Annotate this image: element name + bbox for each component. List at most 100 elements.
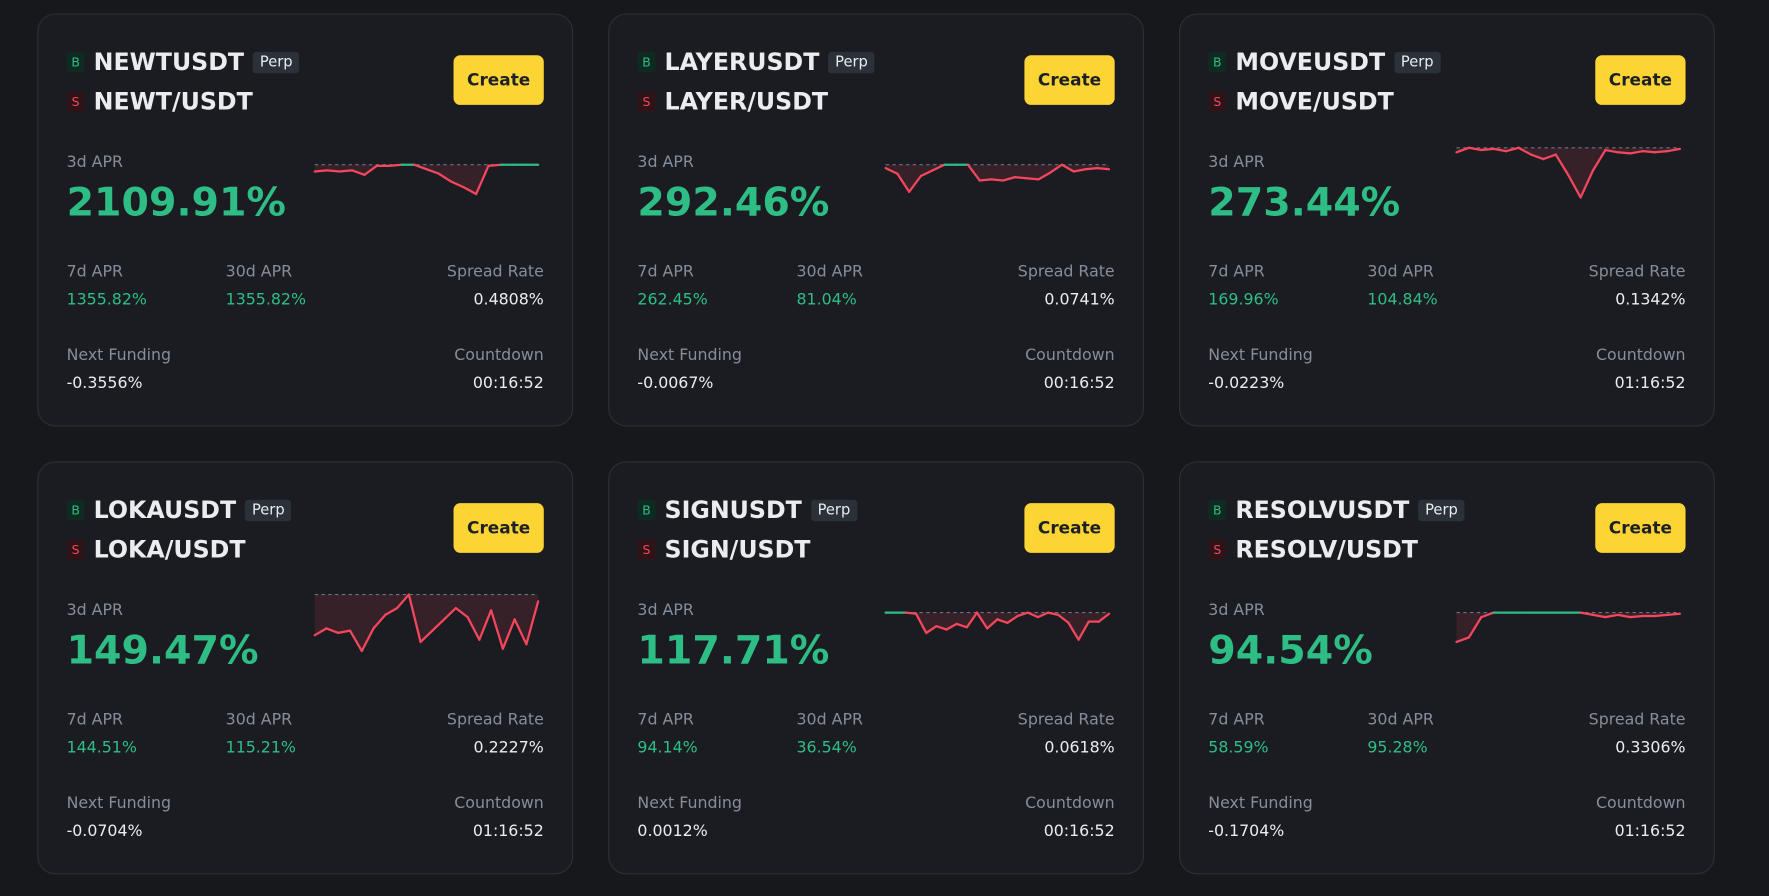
buy-tag: B: [1208, 499, 1227, 521]
sparkline-segment: [489, 609, 505, 650]
sell-tag: S: [66, 539, 85, 560]
buy-tag: B: [637, 51, 656, 73]
next-funding-value: -0.0223%: [1208, 374, 1285, 393]
sparkline-segment: [1046, 611, 1060, 616]
perp-badge: Perp: [245, 499, 292, 521]
apr7d-value: 1355.82%: [66, 291, 147, 310]
sparkline-segment: [996, 618, 1009, 624]
apr30d-label: 30d APR: [796, 262, 863, 281]
sparkline-segment: [1036, 611, 1050, 619]
sparkline-segment: [338, 169, 354, 173]
apr30d-value: 95.28%: [1367, 738, 1428, 758]
next-funding-label: Next Funding: [637, 794, 742, 813]
sparkline-segment: [904, 611, 918, 615]
create-button[interactable]: Create: [1595, 55, 1686, 105]
apr3d-label: 3d APR: [637, 601, 694, 620]
create-button[interactable]: Create: [1595, 503, 1686, 553]
sell-tag: S: [1208, 539, 1227, 560]
create-button[interactable]: Create: [1024, 55, 1115, 105]
spot-symbol: LOKA/USDT: [93, 535, 246, 563]
sparkline-segment: [431, 618, 446, 632]
perp-symbol: LAYERUSDT: [664, 48, 820, 76]
spread-label: Spread Rate: [1017, 710, 1115, 729]
sparkline-segment: [407, 593, 422, 644]
sparkline-segment: [348, 629, 363, 653]
perp-symbol: LOKAUSDT: [93, 496, 237, 524]
sparkline-segment: [1013, 175, 1028, 180]
apr30d-value: 104.84%: [1367, 291, 1438, 310]
sparkline-area: [314, 164, 539, 195]
perp-symbol: RESOLVUSDT: [1235, 496, 1410, 524]
sparkline-segment: [986, 618, 999, 630]
apr30d-value: 36.54%: [796, 738, 857, 758]
spread-value: 0.1342%: [1615, 291, 1686, 310]
sparkline-segment: [1666, 147, 1682, 153]
countdown-label: Countdown: [454, 794, 544, 813]
create-button[interactable]: Create: [453, 503, 544, 553]
sparkline-segment: [1480, 611, 1495, 619]
apr3d-value: 273.44%: [1208, 180, 1401, 226]
sparkline-segment: [487, 163, 503, 167]
sparkline-segment: [914, 612, 928, 635]
sparkline-segment: [1567, 173, 1582, 199]
sparkline-area: [885, 612, 1110, 640]
apr7d-label: 7d APR: [637, 262, 694, 281]
sparkline-segment: [1480, 147, 1495, 152]
sparkline-segment: [337, 629, 352, 635]
sparkline-segment: [1604, 148, 1619, 154]
sparkline-segment: [462, 186, 478, 196]
sell-tag: S: [1208, 91, 1227, 112]
sparkline-segment: [325, 627, 340, 635]
next-funding-label: Next Funding: [1208, 794, 1313, 813]
sparkline-segment: [363, 164, 378, 176]
create-button[interactable]: Create: [1024, 503, 1115, 553]
spot-symbol: RESOLV/USDT: [1235, 535, 1418, 563]
countdown-value: 00:16:52: [472, 374, 544, 393]
buy-tag: B: [1208, 51, 1227, 73]
sparkline-segment: [990, 178, 1005, 182]
sparkline-segment: [935, 625, 948, 631]
next-funding-value: -0.0067%: [637, 374, 714, 393]
sparkline: [1455, 611, 1682, 644]
sell-tag: S: [637, 91, 656, 112]
next-funding-value: -0.1704%: [1208, 822, 1285, 841]
sparkline-segment: [931, 163, 946, 172]
spread-value: 0.3306%: [1615, 738, 1686, 758]
apr30d-value: 81.04%: [796, 291, 857, 310]
perp-symbol: MOVEUSDT: [1235, 48, 1386, 76]
apr3d-value: 292.46%: [637, 180, 830, 226]
sparkline-segment: [466, 615, 481, 641]
sparkline-segment: [908, 174, 923, 193]
sparkline-segment: [1591, 148, 1607, 172]
apr7d-value: 169.96%: [1208, 291, 1279, 310]
countdown-label: Countdown: [1025, 794, 1115, 813]
pair-card: B LAYERUSDT Perp S LAYER/USDT Create 3d APR 292…: [608, 13, 1144, 427]
apr3d-value: 149.47%: [66, 628, 259, 674]
perp-symbol: SIGNUSDT: [664, 496, 802, 524]
sparkline-segment: [1096, 166, 1111, 171]
sparkline-segment: [525, 600, 540, 646]
sparkline: [884, 611, 1111, 641]
sparkline-segment: [1542, 153, 1557, 161]
spot-symbol: LAYER/USDT: [664, 87, 829, 116]
apr3d-value: 117.71%: [637, 628, 830, 674]
apr3d-label: 3d APR: [1208, 153, 1265, 172]
sell-tag: S: [637, 539, 656, 560]
sparkline-segment: [450, 180, 465, 189]
sparkline-segment: [474, 164, 490, 196]
apr3d-label: 3d APR: [66, 601, 123, 620]
sparkline-area: [1456, 147, 1680, 198]
apr30d-label: 30d APR: [796, 710, 863, 729]
create-button[interactable]: Create: [453, 55, 544, 105]
countdown-value: 00:16:52: [1043, 822, 1115, 841]
sparkline-segment: [1006, 614, 1019, 624]
sparkline: [1455, 146, 1682, 199]
perp-row: B RESOLVUSDT Perp: [1208, 494, 1465, 526]
sparkline-segment: [1629, 614, 1644, 619]
apr7d-label: 7d APR: [1208, 710, 1265, 729]
sparkline-segment: [1591, 613, 1607, 619]
pair-card: B MOVEUSDT Perp S MOVE/USDT Create 3d APR 273.4…: [1178, 13, 1715, 427]
spot-row: S LOKA/USDT: [66, 534, 246, 566]
apr30d-value: 115.21%: [225, 738, 296, 758]
sparkline-segment: [1666, 612, 1682, 616]
